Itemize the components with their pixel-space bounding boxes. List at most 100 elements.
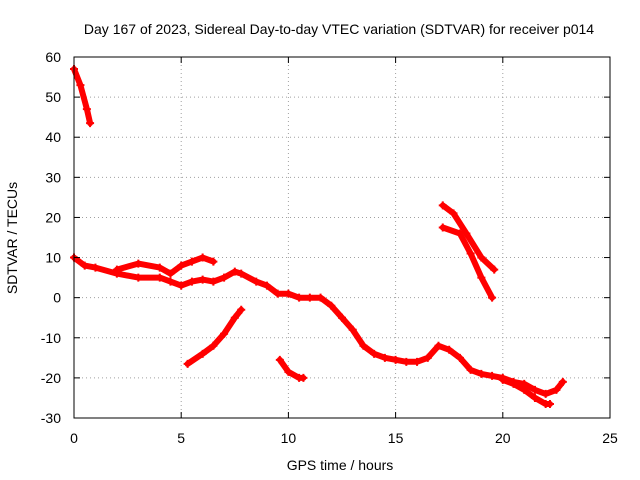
data-point bbox=[275, 355, 284, 364]
sat-trace-8 bbox=[498, 375, 554, 408]
x-tick-label: 10 bbox=[281, 430, 297, 446]
data-point bbox=[449, 209, 458, 218]
data-point bbox=[488, 371, 497, 380]
data-series bbox=[70, 65, 567, 408]
data-point bbox=[177, 261, 186, 270]
plot-frame bbox=[73, 56, 611, 419]
data-point bbox=[209, 341, 218, 350]
series-line bbox=[184, 306, 245, 367]
data-point bbox=[455, 353, 464, 362]
x-tick-label: 25 bbox=[602, 430, 618, 446]
data-point bbox=[402, 357, 411, 366]
data-point bbox=[413, 357, 422, 366]
data-point bbox=[187, 257, 196, 266]
data-point bbox=[380, 353, 389, 362]
data-point bbox=[209, 257, 218, 266]
sat-trace-7 bbox=[438, 223, 497, 302]
data-point bbox=[545, 399, 554, 408]
data-point bbox=[220, 273, 229, 282]
data-point bbox=[490, 265, 499, 274]
series-line bbox=[71, 66, 94, 127]
sat-trace-3 bbox=[112, 253, 218, 278]
y-tick-label: 0 bbox=[53, 290, 61, 306]
data-point bbox=[80, 261, 89, 270]
x-tick-label: 5 bbox=[177, 430, 185, 446]
y-tick-label: -30 bbox=[41, 410, 61, 426]
data-point bbox=[177, 281, 186, 290]
data-point bbox=[237, 269, 246, 278]
data-point bbox=[552, 385, 561, 394]
data-point bbox=[134, 259, 143, 268]
data-point bbox=[359, 341, 368, 350]
data-point bbox=[438, 223, 447, 232]
data-point bbox=[230, 313, 239, 322]
data-point bbox=[520, 385, 529, 394]
data-point bbox=[112, 265, 121, 274]
data-point bbox=[198, 275, 207, 284]
data-point bbox=[477, 273, 486, 282]
data-point bbox=[155, 273, 164, 282]
sat-trace-2 bbox=[70, 253, 567, 398]
data-point bbox=[445, 345, 454, 354]
data-point bbox=[183, 359, 192, 368]
data-point bbox=[530, 385, 539, 394]
x-tick-label: 0 bbox=[70, 430, 78, 446]
y-tick-label: 10 bbox=[45, 250, 61, 266]
series-line bbox=[439, 202, 498, 273]
data-point bbox=[209, 277, 218, 286]
data-point bbox=[530, 393, 539, 402]
data-point bbox=[155, 263, 164, 272]
data-point bbox=[198, 349, 207, 358]
y-tick-label: 50 bbox=[45, 89, 61, 105]
data-point bbox=[466, 249, 475, 258]
data-point bbox=[423, 353, 432, 362]
sat-trace-4 bbox=[183, 305, 246, 368]
y-tick-label: -10 bbox=[41, 330, 61, 346]
x-tick-label: 20 bbox=[495, 430, 511, 446]
data-point bbox=[299, 373, 308, 382]
data-point bbox=[252, 277, 261, 286]
data-point bbox=[134, 273, 143, 282]
data-point bbox=[338, 313, 346, 322]
y-tick-label: 20 bbox=[45, 209, 61, 225]
sat-trace-6 bbox=[438, 201, 499, 274]
data-point bbox=[438, 201, 447, 210]
data-point bbox=[262, 281, 271, 290]
sat-trace-5 bbox=[275, 355, 308, 382]
data-point bbox=[284, 289, 293, 298]
data-point bbox=[166, 269, 175, 278]
data-point bbox=[558, 377, 567, 386]
data-point bbox=[327, 301, 336, 310]
chart-title: Day 167 of 2023, Sidereal Day-to-day VTE… bbox=[84, 21, 594, 37]
data-point bbox=[509, 379, 518, 388]
grid bbox=[74, 57, 610, 418]
data-point bbox=[76, 81, 85, 90]
data-point bbox=[477, 253, 486, 262]
y-axis-label: SDTVAR / TECUs bbox=[4, 182, 20, 294]
data-point bbox=[284, 367, 293, 376]
data-point bbox=[348, 325, 357, 334]
data-point bbox=[434, 341, 443, 350]
data-point bbox=[305, 293, 314, 302]
y-tick-label: 30 bbox=[45, 169, 61, 185]
series-line bbox=[71, 254, 566, 397]
data-point bbox=[488, 293, 497, 302]
data-point bbox=[166, 277, 175, 286]
data-point bbox=[477, 369, 486, 378]
data-point bbox=[391, 355, 400, 364]
data-point bbox=[316, 293, 325, 302]
data-point bbox=[295, 293, 304, 302]
data-point bbox=[498, 375, 507, 384]
series-line bbox=[113, 254, 217, 277]
data-point bbox=[91, 263, 100, 272]
data-point bbox=[86, 119, 95, 128]
y-tick-label: 60 bbox=[45, 49, 61, 65]
data-point bbox=[82, 105, 91, 114]
data-point bbox=[370, 349, 379, 358]
x-tick-label: 15 bbox=[388, 430, 404, 446]
sat-trace-1 bbox=[70, 65, 95, 128]
x-axis-label: GPS time / hours bbox=[287, 457, 394, 473]
x-axis-tick-labels: 0 5 10 15 20 25 bbox=[70, 430, 618, 446]
data-point bbox=[187, 277, 196, 286]
